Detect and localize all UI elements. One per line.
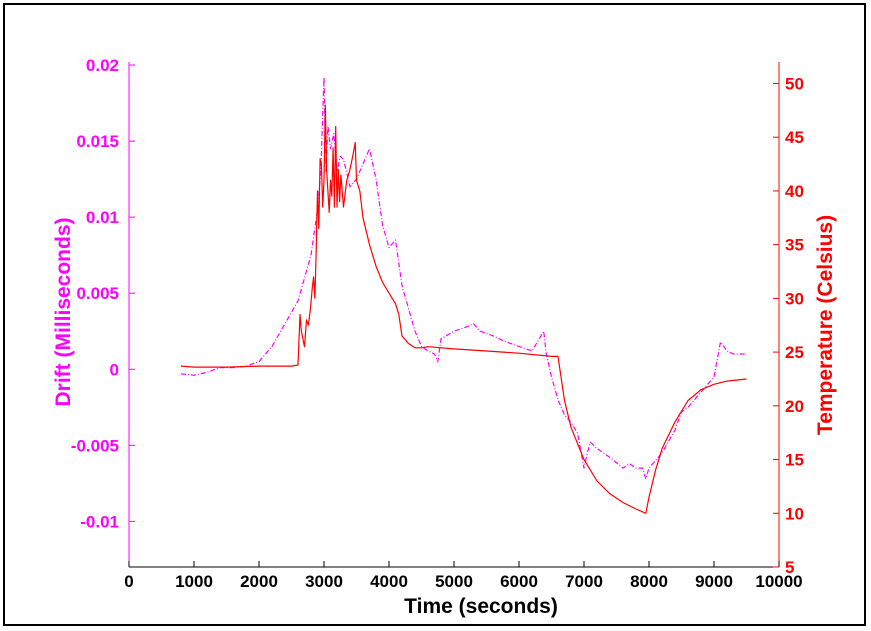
temperature-series-line (180, 104, 747, 514)
y-left-tick-label: 0 (110, 360, 119, 379)
x-tick-label: 10000 (755, 572, 802, 591)
y-left-tick-label: -0.01 (80, 512, 119, 531)
y-right-tick-label: 50 (785, 74, 804, 93)
y-right-tick-label: 15 (785, 451, 804, 470)
y-right-tick-label: 10 (785, 504, 804, 523)
y-right-tick-label: 25 (785, 343, 804, 362)
y-left-tick-label: 0.02 (86, 56, 119, 75)
y-left-tick-label: 0.015 (76, 132, 119, 151)
x-tick-label: 2000 (240, 572, 278, 591)
x-tick-label: 5000 (435, 572, 473, 591)
x-tick-label: 0 (124, 572, 133, 591)
y-right-tick-label: 45 (785, 128, 804, 147)
y-right-tick-label: 35 (785, 236, 804, 255)
x-tick-label: 3000 (305, 572, 343, 591)
y-right-tick-label: 5 (785, 558, 794, 577)
y-left-tick-label: 0.01 (86, 208, 119, 227)
y-left-tick-label: 0.005 (76, 284, 119, 303)
y-axis-left-title: Drift (Milliseconds) (52, 217, 75, 406)
x-axis-title: Time (seconds) (404, 595, 558, 618)
x-tick-label: 8000 (630, 572, 668, 591)
y-right-tick-label: 20 (785, 397, 804, 416)
x-tick-label: 1000 (175, 572, 213, 591)
drift-series-line (180, 76, 747, 480)
y-right-tick-label: 30 (785, 289, 804, 308)
x-tick-label: 4000 (370, 572, 408, 591)
figure-frame (3, 3, 866, 626)
y-right-tick-label: 40 (785, 182, 804, 201)
y-left-tick-label: -0.005 (71, 436, 119, 455)
x-tick-label: 9000 (695, 572, 733, 591)
x-tick-label: 7000 (565, 572, 603, 591)
y-axis-right-title: Temperature (Celsius) (814, 215, 837, 435)
x-tick-label: 6000 (500, 572, 538, 591)
